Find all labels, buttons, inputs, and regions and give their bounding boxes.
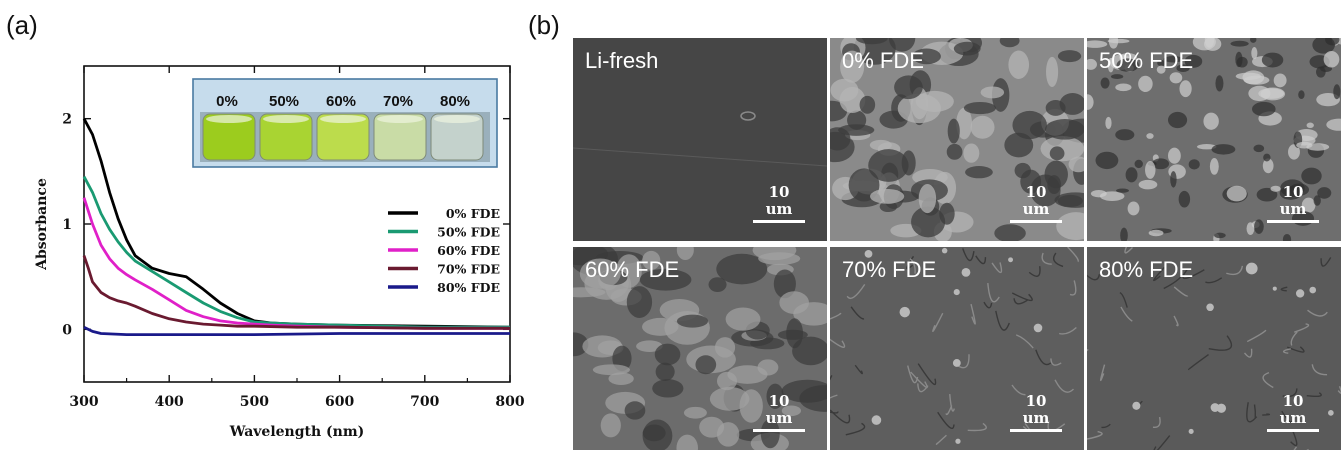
sem-image-2: 0% FDE 10 um	[830, 38, 1084, 241]
scale-bar-label: 10 um	[1279, 183, 1307, 218]
series-line-3	[82, 255, 510, 330]
legend-label-1: 50% FDE	[437, 225, 500, 240]
sem-label: 50% FDE	[1099, 48, 1194, 73]
sem-image-grid: Li-fresh 10 um 0% FDE 10 um 50% FDE 10 um 60% …	[573, 38, 1341, 450]
scale-bar: 10 um	[1267, 184, 1319, 223]
scale-bar: 10 um	[1010, 393, 1062, 432]
legend-label-2: 60% FDE	[437, 243, 500, 258]
x-tick-label: 800	[495, 394, 524, 410]
panel-a-label: (a)	[6, 10, 38, 40]
sem-image-3: 50% FDE 10 um	[1087, 38, 1341, 241]
x-tick-label: 400	[155, 394, 184, 410]
inset-label-0: 0%	[216, 93, 238, 110]
sem-label: 80% FDE	[1099, 257, 1194, 282]
scale-bar-label: 10 um	[765, 392, 793, 427]
inset-vial-rim-1	[263, 115, 309, 123]
sem-image-1: Li-fresh 10 um	[573, 38, 827, 241]
scale-bar: 10 um	[753, 184, 805, 223]
sem-label: 70% FDE	[842, 257, 937, 282]
inset-vial-1	[259, 113, 313, 161]
series-line-1	[82, 175, 510, 329]
sem-image-6: 80% FDE 10 um	[1087, 247, 1341, 450]
sem-label: Li-fresh	[585, 48, 659, 73]
x-axis-label: Wavelength (nm)	[229, 424, 365, 440]
scale-bar: 10 um	[1010, 184, 1062, 223]
sem-texture	[830, 247, 1079, 445]
sem-texture	[573, 247, 827, 450]
x-tick-label: 500	[240, 394, 269, 410]
legend-label-3: 70% FDE	[437, 262, 500, 277]
sem-image-4: 60% FDE 10 um	[573, 247, 827, 450]
sem-texture	[573, 111, 827, 167]
inset-vial-2	[316, 113, 370, 161]
y-axis-label: Absorbance	[34, 178, 50, 271]
scale-bar-line	[1267, 429, 1319, 432]
y-tick-label: 2	[62, 112, 72, 128]
scale-bar: 10 um	[753, 393, 805, 432]
scale-bar: 10 um	[1267, 393, 1319, 432]
scale-bar-label: 10 um	[1022, 392, 1050, 427]
x-tick-label: 600	[325, 394, 354, 410]
inset-vial-rim-4	[434, 115, 480, 123]
panel-b-label: (b)	[528, 10, 560, 40]
sem-label: 60% FDE	[585, 257, 680, 282]
scale-bar-line	[753, 220, 805, 223]
x-tick-label: 700	[410, 394, 439, 410]
sem-label: 0% FDE	[842, 48, 924, 73]
inset-vial-rim-3	[377, 115, 423, 123]
inset-label-3: 70%	[383, 93, 413, 110]
inset-label-1: 50%	[269, 93, 299, 110]
y-tick-label: 1	[62, 217, 72, 233]
inset-vial-rim-0	[206, 115, 252, 123]
sem-image-5: 70% FDE 10 um	[830, 247, 1084, 450]
scale-bar-line	[1010, 220, 1062, 223]
sem-texture	[830, 38, 1084, 241]
scale-bar-line	[753, 429, 805, 432]
y-tick-label: 0	[62, 322, 72, 338]
inset-label-4: 80%	[440, 93, 470, 110]
inset-vial-4	[430, 113, 484, 161]
sem-texture	[1087, 247, 1341, 450]
x-tick-label: 300	[69, 394, 98, 410]
inset-vial-0	[202, 113, 256, 161]
inset-vial-rim-2	[320, 115, 366, 123]
absorbance-chart: 300 400 500 600 700 800 0 1 2 Wavelength (nm) Abso…	[34, 65, 525, 440]
scale-bar-label: 10 um	[1279, 392, 1307, 427]
legend-label-0: 0% FDE	[446, 206, 500, 221]
sem-texture	[1087, 38, 1341, 241]
scale-bar-line	[1267, 220, 1319, 223]
scale-bar-label: 10 um	[765, 183, 793, 218]
scale-bar-label: 10 um	[1022, 183, 1050, 218]
series-line-4	[83, 325, 510, 336]
inset-label-2: 60%	[326, 93, 356, 110]
legend-label-4: 80% FDE	[437, 280, 500, 295]
scale-bar-line	[1010, 429, 1062, 432]
inset-vial-3	[373, 113, 427, 161]
